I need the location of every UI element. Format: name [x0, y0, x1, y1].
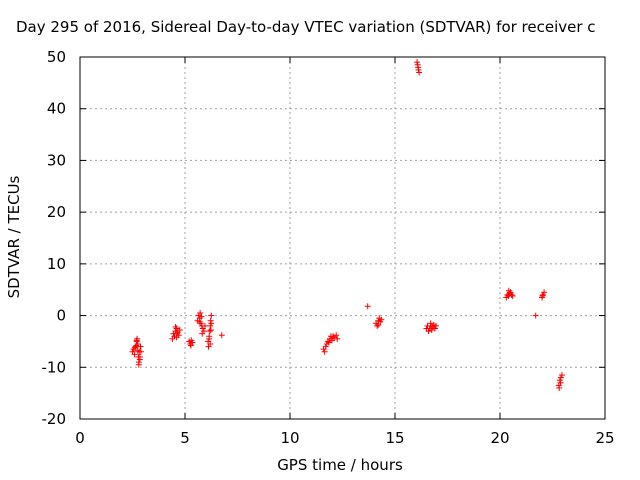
data-point: [218, 332, 225, 339]
data-point: [172, 323, 179, 330]
data-point: [556, 384, 563, 391]
y-tick-label: 20: [47, 203, 66, 221]
x-tick-label: 0: [75, 429, 85, 447]
data-point: [540, 291, 547, 298]
data-point: [334, 335, 341, 342]
data-point: [333, 332, 340, 339]
data-point: [327, 333, 334, 340]
plot-frame: [79, 56, 606, 420]
x-tick-label: 10: [280, 429, 299, 447]
data-point: [206, 328, 213, 335]
data-point: [508, 291, 515, 298]
data-point: [189, 339, 196, 346]
data-point: [557, 379, 564, 386]
data-point: [198, 313, 205, 320]
data-point: [325, 339, 332, 346]
y-tick-label: 10: [47, 255, 66, 273]
data-point: [137, 348, 144, 355]
data-point: [196, 318, 203, 325]
data-point: [176, 327, 183, 334]
data-point: [207, 327, 214, 334]
data-point: [195, 312, 202, 319]
data-point: [208, 320, 215, 327]
data-point: [427, 320, 434, 327]
data-point: [509, 292, 516, 299]
data-point: [541, 289, 548, 296]
data-point: [131, 351, 138, 358]
x-tick-label: 20: [490, 429, 509, 447]
x-axis-label: GPS time / hours: [277, 456, 403, 474]
data-point: [416, 69, 423, 76]
data-point: [532, 312, 539, 319]
y-tick-label: 40: [47, 100, 66, 118]
x-tick-label: 5: [180, 429, 190, 447]
data-point: [375, 321, 382, 328]
data-point: [374, 322, 381, 329]
data-point: [136, 353, 143, 360]
data-point: [199, 330, 206, 337]
data-point: [133, 337, 140, 344]
data-point: [329, 337, 335, 344]
data-point: [556, 377, 563, 384]
y-axis-ticks: -20 -10 0 10 20 30 40 50: [42, 48, 605, 428]
grid-layer: [80, 57, 605, 419]
data-points: [129, 59, 565, 391]
data-point: [558, 372, 565, 379]
x-tick-label: 25: [595, 429, 614, 447]
data-point: [364, 303, 371, 310]
data-point: [206, 335, 213, 342]
y-axis-label: SDTVAR / TECUs: [5, 175, 23, 298]
y-tick-label: 50: [47, 48, 66, 66]
data-point: [321, 348, 328, 355]
data-point: [137, 343, 144, 350]
x-tick-label: 15: [385, 429, 404, 447]
y-tick-label: 30: [47, 151, 66, 169]
data-point: [174, 330, 181, 337]
data-point: [187, 342, 194, 349]
data-point: [208, 312, 215, 319]
y-tick-label: 0: [56, 307, 66, 325]
data-point: [378, 316, 385, 323]
y-tick-label: -10: [42, 358, 67, 376]
data-point: [505, 287, 512, 294]
data-point: [207, 341, 214, 348]
data-point: [207, 322, 214, 329]
data-point: [415, 66, 422, 73]
x-axis-ticks: 0 5 10 15 20 25: [75, 57, 615, 447]
data-point: [197, 309, 204, 316]
data-point: [133, 342, 140, 349]
data-point: [135, 361, 142, 368]
data-point: [432, 322, 439, 329]
chart-title: Day 295 of 2016, Sidereal Day-to-day VTE…: [16, 18, 596, 36]
data-point: [207, 317, 214, 324]
data-point: [539, 292, 546, 299]
y-tick-label: -20: [42, 410, 67, 428]
data-point: [414, 59, 421, 66]
data-point: [201, 322, 208, 329]
data-point: [557, 374, 564, 381]
data-point: [134, 347, 141, 354]
data-point: [425, 328, 432, 335]
data-point: [428, 327, 435, 334]
data-point: [431, 325, 438, 332]
data-point: [322, 343, 329, 350]
